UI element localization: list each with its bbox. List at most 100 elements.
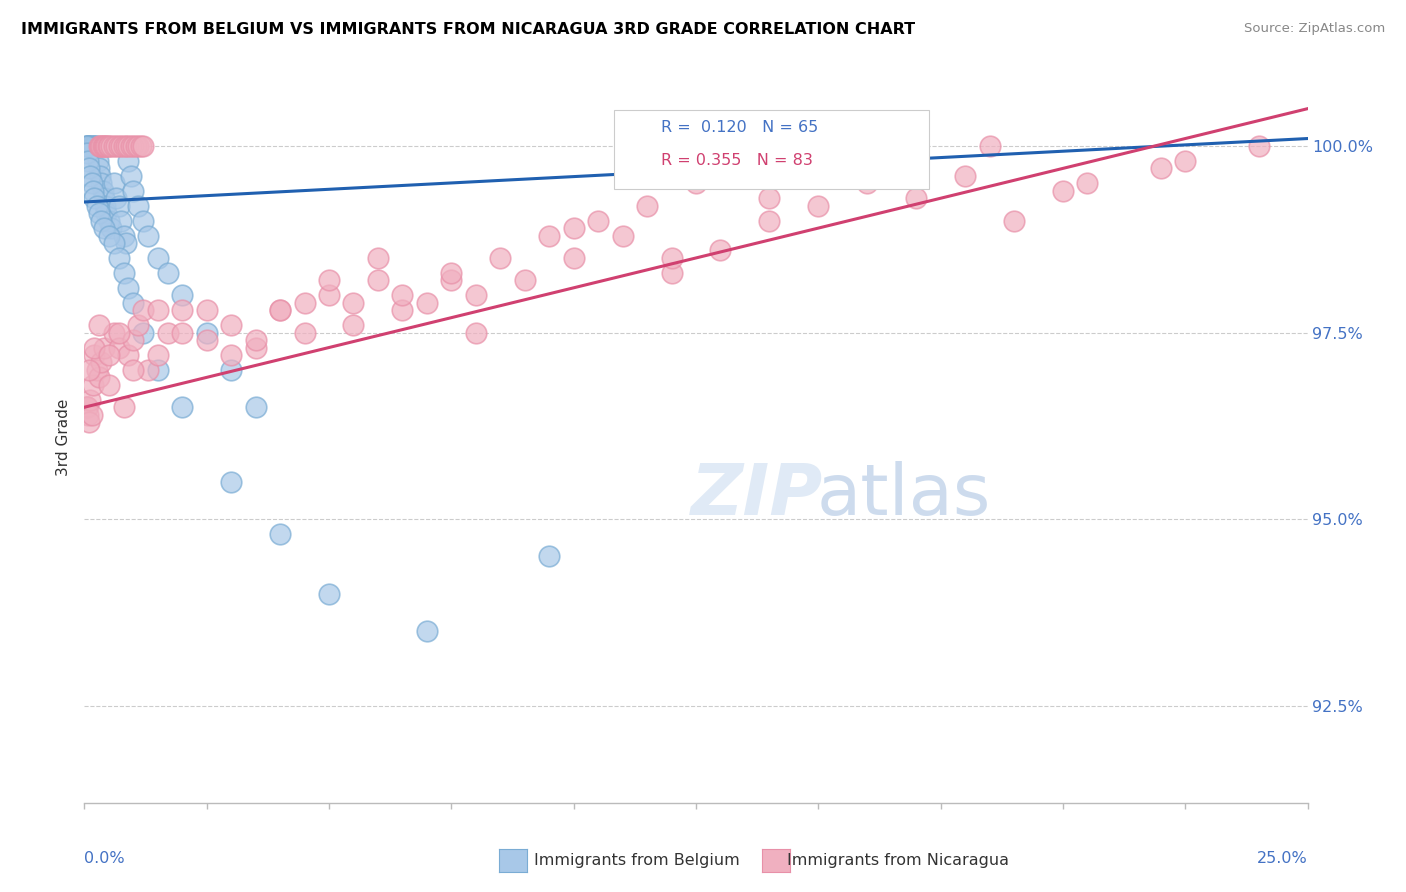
Text: 25.0%: 25.0% <box>1257 851 1308 866</box>
Text: Immigrants from Belgium: Immigrants from Belgium <box>534 854 740 868</box>
Point <box>612 228 634 243</box>
Point <box>103 177 125 191</box>
Point <box>269 527 291 541</box>
Point <box>1052 184 1074 198</box>
Point <box>294 326 316 340</box>
Point <box>758 191 780 205</box>
Point <box>758 213 780 227</box>
Point <box>136 228 159 243</box>
Point <box>294 295 316 310</box>
Point <box>84 139 107 153</box>
Point <box>107 251 129 265</box>
Text: Immigrants from Nicaragua: Immigrants from Nicaragua <box>787 854 1010 868</box>
Point <box>76 146 98 161</box>
Point <box>127 318 149 332</box>
Point <box>195 303 218 318</box>
Text: IMMIGRANTS FROM BELGIUM VS IMMIGRANTS FROM NICARAGUA 3RD GRADE CORRELATION CHART: IMMIGRANTS FROM BELGIUM VS IMMIGRANTS FR… <box>21 22 915 37</box>
Point <box>97 139 120 153</box>
Point <box>122 184 145 198</box>
Point <box>489 251 512 265</box>
Point <box>122 333 145 347</box>
Point <box>77 408 100 422</box>
Text: Source: ZipAtlas.com: Source: ZipAtlas.com <box>1244 22 1385 36</box>
Point <box>129 139 152 153</box>
Point <box>107 341 129 355</box>
Point <box>127 199 149 213</box>
Point <box>87 139 110 153</box>
Point <box>195 326 218 340</box>
Point <box>195 333 218 347</box>
Point <box>1247 139 1270 153</box>
Text: ZIP: ZIP <box>690 461 824 530</box>
Point <box>318 587 340 601</box>
Point <box>77 139 100 153</box>
Point <box>105 139 128 153</box>
Point <box>636 199 658 213</box>
Point <box>97 139 120 153</box>
Point <box>115 139 138 153</box>
Point <box>538 228 561 243</box>
Point <box>513 273 536 287</box>
Point <box>391 303 413 318</box>
Point <box>120 169 142 183</box>
Point <box>156 326 179 340</box>
Point <box>97 213 120 227</box>
Point <box>979 139 1001 153</box>
Point <box>103 235 125 250</box>
Point <box>117 139 139 153</box>
Point <box>76 139 98 153</box>
Point <box>76 139 98 153</box>
Point <box>117 348 139 362</box>
Point <box>125 139 148 153</box>
Point <box>905 153 928 168</box>
Point <box>269 303 291 318</box>
Point <box>112 401 135 415</box>
Point <box>245 333 267 347</box>
Point <box>132 303 155 318</box>
Point <box>391 288 413 302</box>
Point <box>112 139 135 153</box>
Point <box>538 549 561 564</box>
Point <box>132 213 155 227</box>
Point <box>367 273 389 287</box>
Point <box>464 288 486 302</box>
Point <box>80 139 103 153</box>
Point <box>172 288 194 302</box>
Point <box>93 221 115 235</box>
Point <box>122 363 145 377</box>
Point <box>97 228 120 243</box>
Point <box>83 191 105 205</box>
Point <box>440 273 463 287</box>
Point <box>94 199 117 213</box>
Point <box>146 303 169 318</box>
Point <box>219 348 242 362</box>
Text: 0.0%: 0.0% <box>84 851 125 866</box>
Point <box>79 169 101 183</box>
Point <box>86 363 108 377</box>
Point <box>96 139 118 153</box>
Point <box>709 244 731 258</box>
Point <box>245 341 267 355</box>
Point <box>117 153 139 168</box>
Point <box>112 266 135 280</box>
Point <box>110 213 132 227</box>
Point <box>80 177 103 191</box>
Point <box>856 177 879 191</box>
Point <box>90 213 112 227</box>
Point <box>87 161 110 176</box>
Point <box>83 139 105 153</box>
Point <box>103 139 125 153</box>
Point <box>146 348 169 362</box>
Point <box>132 139 155 153</box>
Point <box>79 139 101 153</box>
Point <box>1002 213 1025 227</box>
Point <box>90 139 112 153</box>
Point <box>132 326 155 340</box>
Point <box>80 408 103 422</box>
Point <box>79 392 101 407</box>
Point <box>90 177 112 191</box>
Point <box>219 475 242 489</box>
Text: R =  0.120   N = 65: R = 0.120 N = 65 <box>661 120 818 136</box>
Point <box>110 139 132 153</box>
Point <box>91 184 114 198</box>
